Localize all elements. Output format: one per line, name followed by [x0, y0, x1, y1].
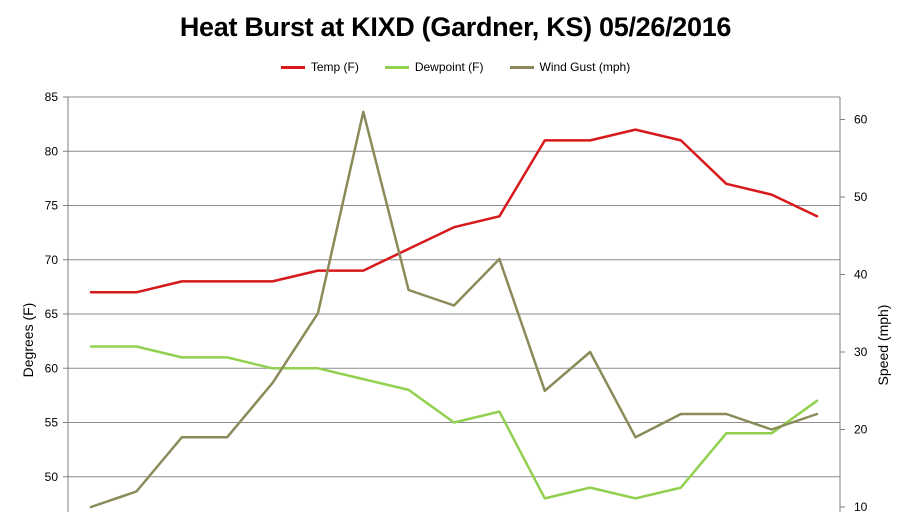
legend-label-temp: Temp (F)	[310, 60, 359, 74]
chart-title: Heat Burst at KIXD (Gardner, KS) 05/26/2…	[179, 12, 732, 42]
right-tick-label-10: 10	[854, 500, 868, 512]
legend-swatch-wind-gust	[509, 65, 534, 69]
left-axis-title: Degrees (F)	[20, 303, 36, 378]
right-axis-ticks: 10 20 30 40 50 60	[840, 113, 868, 512]
series-line-temp	[89, 128, 819, 294]
left-axis-ticks: 50 55 60 65 70 75 80 85	[45, 90, 68, 484]
left-tick-label-60: 60	[45, 361, 59, 375]
legend-item-temp: Temp (F)	[280, 60, 359, 74]
left-tick-label-80: 80	[45, 144, 59, 158]
legend-item-wind-gust: Wind Gust (mph)	[509, 60, 631, 74]
series-line-wind-gust	[89, 110, 819, 509]
legend-label-wind-gust: Wind Gust (mph)	[539, 60, 631, 74]
legend-label-dewpoint: Dewpoint (F)	[414, 60, 484, 74]
legend-item-dewpoint: Dewpoint (F)	[384, 60, 484, 74]
right-tick-label-40: 40	[854, 268, 868, 282]
left-tick-label-75: 75	[45, 199, 59, 213]
axes	[67, 97, 841, 512]
legend-swatch-dewpoint	[384, 65, 409, 69]
series-layer	[89, 110, 819, 509]
gridlines	[68, 96, 840, 478]
right-tick-label-60: 60	[854, 113, 868, 127]
right-tick-label-20: 20	[854, 423, 868, 437]
right-tick-label-30: 30	[854, 345, 868, 359]
left-tick-label-70: 70	[45, 253, 59, 267]
left-tick-label-85: 85	[45, 90, 59, 104]
left-tick-label-50: 50	[45, 470, 59, 484]
left-tick-label-55: 55	[45, 416, 59, 430]
left-tick-label-65: 65	[45, 307, 59, 321]
right-axis-title: Speed (mph)	[875, 305, 891, 386]
right-tick-label-50: 50	[854, 190, 868, 204]
legend: Temp (F) Dewpoint (F) Wind Gust (mph)	[0, 60, 911, 74]
legend-swatch-temp	[280, 65, 305, 69]
